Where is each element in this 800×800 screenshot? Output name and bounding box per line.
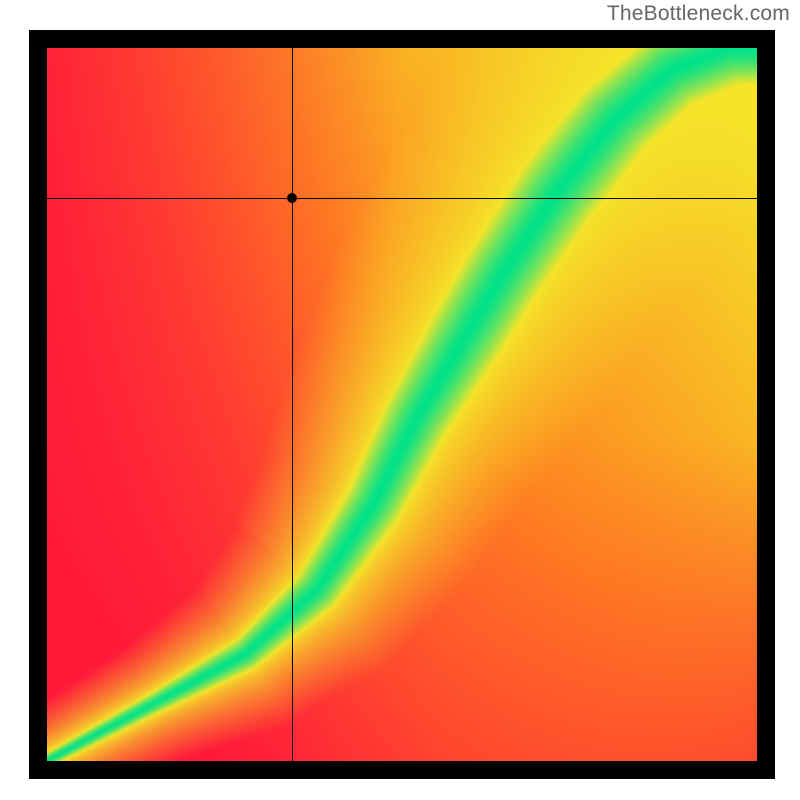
watermark: TheBottleneck.com: [607, 2, 790, 26]
heatmap-canvas: [47, 48, 757, 761]
intersection-marker: [287, 193, 297, 203]
crosshair-horizontal: [47, 198, 757, 199]
heatmap-plot: [29, 30, 775, 779]
crosshair-vertical: [292, 48, 293, 761]
chart-container: TheBottleneck.com: [0, 0, 800, 800]
